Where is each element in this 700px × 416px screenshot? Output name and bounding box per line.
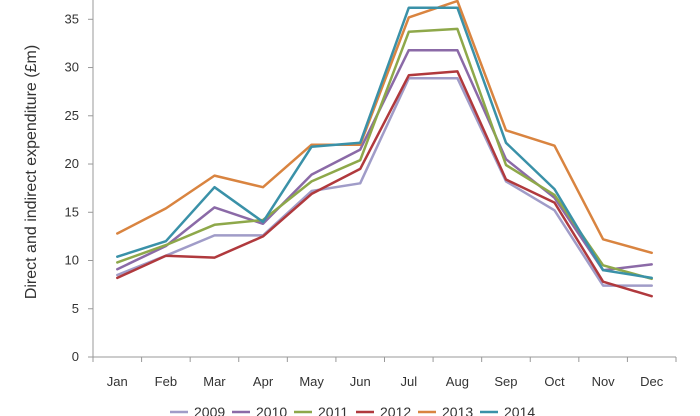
y-tick-label: 5 <box>72 301 79 316</box>
legend-label-2011: 2011 <box>318 404 348 416</box>
legend-label-2013: 2013 <box>442 404 473 416</box>
series-line-2011 <box>116 27 653 281</box>
y-tick-label: 10 <box>65 253 79 268</box>
series-line-2009 <box>116 76 653 287</box>
x-axis: Jan Feb Mar Apr May Jun Jul Aug Sep Oct Nov Dec <box>92 356 677 389</box>
x-tick-label: Jan <box>107 374 128 389</box>
y-tick-label: 30 <box>65 60 79 75</box>
legend-label-2010: 2010 <box>256 404 287 416</box>
legend: 2009 2010 2011 2012 2013 2014 <box>170 404 535 416</box>
x-tick-label: Mar <box>203 374 226 389</box>
series-line-2013 <box>116 0 653 255</box>
x-tick-label: Sep <box>494 374 517 389</box>
x-tick-label: Dec <box>640 374 664 389</box>
x-tick-label: Oct <box>544 374 565 389</box>
y-axis-label: Direct and indirect expenditure (£m) <box>23 45 40 299</box>
x-tick-label: May <box>299 374 324 389</box>
y-tick-label: 25 <box>65 108 79 123</box>
x-tick-label: Jul <box>400 374 417 389</box>
x-tick-label: Feb <box>155 374 177 389</box>
legend-label-2014: 2014 <box>504 404 535 416</box>
x-tick-label: Nov <box>592 374 616 389</box>
y-tick-label: 15 <box>65 204 79 219</box>
legend-label-2009: 2009 <box>194 404 225 416</box>
series-line-2010 <box>116 48 653 272</box>
y-tick-label: 0 <box>72 349 79 364</box>
series-line-2012 <box>116 70 653 298</box>
y-tick-label: 35 <box>65 11 79 26</box>
series-line-2014 <box>116 6 653 280</box>
x-tick-label: Apr <box>253 374 274 389</box>
x-tick-label: Jun <box>350 374 371 389</box>
plot-area <box>116 0 653 298</box>
legend-label-2012: 2012 <box>380 404 411 416</box>
y-axis: 0 5 10 15 20 25 30 35 <box>65 0 94 364</box>
y-tick-label: 20 <box>65 156 79 171</box>
x-tick-label: Aug <box>446 374 469 389</box>
